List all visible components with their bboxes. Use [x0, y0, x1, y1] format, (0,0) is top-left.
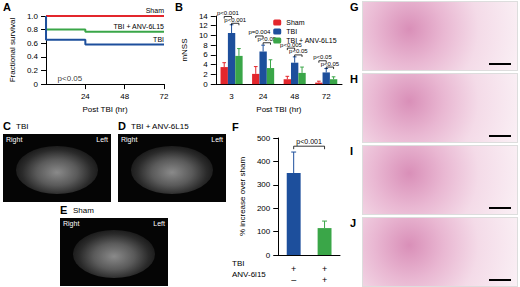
- svg-text:TBI: TBI: [232, 259, 244, 268]
- svg-text:p<0.05: p<0.05: [313, 54, 332, 60]
- svg-text:Sham: Sham: [286, 19, 304, 26]
- svg-text:p<0.001: p<0.001: [224, 17, 247, 23]
- html-text:Right: Right: [121, 136, 138, 143]
- svg-text:TBI: TBI: [286, 28, 297, 35]
- svg-text:Post TBI (hr): Post TBI (hr): [256, 105, 302, 114]
- html-text:Left: Left: [96, 136, 108, 143]
- html-text:Right: Right: [63, 220, 80, 227]
- html-text:TBI + ANV-6L15: TBI + ANV-6L15: [131, 122, 189, 131]
- svg-text:+: +: [322, 275, 327, 285]
- svg-text:p<0.05: p<0.05: [257, 36, 277, 43]
- html-text:Left: Left: [211, 136, 223, 143]
- html-text:D: D: [118, 120, 126, 132]
- svg-text:0.2: 0.2: [27, 66, 39, 75]
- svg-text:+: +: [291, 264, 296, 274]
- html-text:B: B: [175, 1, 183, 13]
- html-text:H: H: [350, 73, 358, 85]
- svg-text:500: 500: [257, 134, 271, 143]
- svg-text:p<0.05: p<0.05: [58, 74, 83, 83]
- svg-text:0: 0: [266, 251, 271, 260]
- svg-text:3: 3: [229, 92, 234, 101]
- svg-text:10: 10: [199, 31, 208, 40]
- svg-text:+: +: [322, 264, 327, 274]
- svg-text:12: 12: [199, 21, 208, 30]
- svg-text:400: 400: [257, 157, 271, 166]
- html-text:I: I: [350, 145, 354, 157]
- html-text:Sham: Sham: [73, 206, 94, 215]
- svg-text:72: 72: [160, 92, 169, 101]
- html-text:E: E: [60, 204, 68, 216]
- svg-text:24: 24: [81, 92, 90, 101]
- svg-text:mNSS: mNSS: [180, 38, 189, 61]
- html-text:F: F: [232, 121, 239, 133]
- svg-text:300: 300: [257, 180, 271, 189]
- svg-text:–: –: [291, 275, 296, 285]
- html-text:A: A: [3, 1, 11, 13]
- html-text:Right: Right: [6, 136, 23, 143]
- svg-text:1.0: 1.0: [27, 12, 39, 21]
- svg-text:24: 24: [259, 92, 268, 101]
- svg-text:72: 72: [322, 92, 331, 101]
- svg-text:TBI + ANV-6L15: TBI + ANV-6L15: [286, 37, 336, 44]
- svg-text:p<0.001: p<0.001: [296, 138, 322, 146]
- svg-text:14: 14: [199, 12, 208, 21]
- svg-text:2: 2: [203, 70, 208, 79]
- svg-text:ANV-6l15: ANV-6l15: [232, 270, 266, 279]
- svg-text:100: 100: [257, 227, 271, 236]
- svg-text:4: 4: [203, 60, 208, 69]
- svg-text:0: 0: [203, 80, 208, 89]
- svg-text:0: 0: [34, 80, 39, 89]
- svg-text:p<0.05: p<0.05: [321, 61, 340, 67]
- svg-text:p<0.001: p<0.001: [217, 10, 240, 16]
- svg-text:TBI + ANV-6L15: TBI + ANV-6L15: [114, 23, 164, 30]
- svg-text:p<0.05: p<0.05: [289, 48, 308, 54]
- html-text:C: C: [3, 120, 11, 132]
- html-text:Left: Left: [153, 220, 165, 227]
- svg-text:0.8: 0.8: [27, 25, 39, 34]
- svg-text:Fractional survival: Fractional survival: [8, 18, 17, 83]
- svg-text:0.4: 0.4: [27, 52, 39, 61]
- svg-text:48: 48: [120, 92, 129, 101]
- html-text:G: G: [350, 1, 359, 13]
- svg-text:200: 200: [257, 204, 271, 213]
- html-text:J: J: [350, 217, 357, 229]
- svg-text:TBI: TBI: [153, 36, 164, 43]
- svg-text:% increase over sham: % increase over sham: [238, 157, 247, 236]
- html-text:TBI: TBI: [16, 122, 29, 131]
- svg-text:Sham: Sham: [146, 7, 164, 14]
- svg-text:6: 6: [203, 50, 208, 59]
- svg-text:Post TBI (hr): Post TBI (hr): [82, 105, 128, 114]
- svg-text:8: 8: [203, 41, 208, 50]
- svg-text:p=0.004: p=0.004: [249, 29, 272, 35]
- svg-text:48: 48: [290, 92, 299, 101]
- svg-text:p<0.005: p<0.005: [280, 41, 302, 48]
- svg-text:0.6: 0.6: [27, 39, 39, 48]
